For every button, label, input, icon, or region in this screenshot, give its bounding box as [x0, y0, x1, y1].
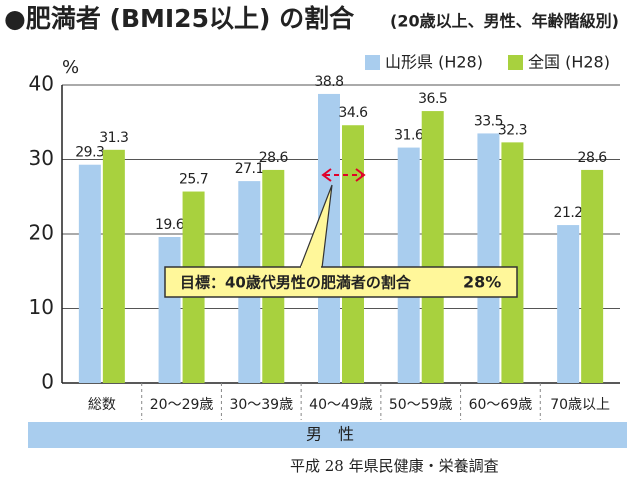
annotation-target: 28%	[463, 273, 501, 292]
y-tick-label: 30	[29, 146, 54, 170]
data-label: 31.6	[394, 128, 424, 144]
data-label: 19.6	[155, 217, 185, 233]
legend-swatch	[508, 55, 523, 70]
x-tick-label: 40～49歳	[309, 397, 373, 413]
bar	[342, 125, 364, 383]
bar	[102, 149, 125, 383]
x-label-band	[28, 422, 627, 448]
chart-title: ●肥満者 (BMI25以上) の割合	[4, 4, 355, 33]
data-label: 25.7	[179, 172, 208, 188]
data-label: 34.6	[338, 105, 368, 121]
legend-label: 山形県 (H28)	[385, 53, 483, 72]
data-label: 28.6	[259, 150, 289, 166]
x-tick-label: 60～69歳	[469, 397, 533, 413]
y-tick-label: 20	[29, 221, 54, 245]
data-label: 29.3	[75, 145, 104, 161]
y-tick-label: 10	[29, 295, 54, 319]
bar	[158, 236, 181, 383]
y-axis-label: %	[62, 57, 79, 78]
chart-subtitle: (20歳以上、男性、年齢階級別)	[390, 12, 619, 31]
data-label: 31.3	[99, 130, 128, 146]
data-label: 36.5	[418, 91, 447, 107]
arrow-head	[321, 168, 332, 182]
data-label: 21.2	[554, 205, 583, 221]
data-label: 32.3	[498, 122, 527, 138]
bar	[421, 111, 444, 383]
bar	[581, 169, 604, 383]
bar	[397, 147, 420, 383]
x-tick-label: 50～59歳	[389, 397, 453, 413]
bar	[477, 133, 500, 383]
data-label: 33.5	[474, 113, 503, 129]
legend-swatch	[365, 55, 380, 70]
data-label: 28.6	[578, 150, 608, 166]
x-tick-label: 70歳以上	[550, 397, 610, 413]
callout-box	[164, 266, 518, 298]
data-label: 27.1	[235, 161, 264, 177]
annotation-text: 目標：40歳代男性の肥満者の割合	[180, 274, 412, 292]
data-label: 38.8	[314, 74, 343, 90]
y-tick-label: 0	[41, 370, 54, 394]
x-axis-label: 男 性	[306, 425, 354, 444]
source: 平成 28 年県民健康・栄養調査	[290, 457, 499, 475]
arrow-head	[355, 168, 366, 182]
bar	[318, 93, 340, 383]
y-tick-label: 40	[29, 72, 54, 96]
x-tick-label: 20～29歳	[150, 397, 214, 413]
bar	[501, 142, 524, 383]
x-tick-label: 総数	[88, 397, 116, 413]
legend-label: 全国 (H28)	[528, 53, 610, 72]
x-tick-label: 30～39歳	[229, 397, 293, 413]
bar	[557, 225, 580, 383]
bar	[78, 164, 101, 383]
